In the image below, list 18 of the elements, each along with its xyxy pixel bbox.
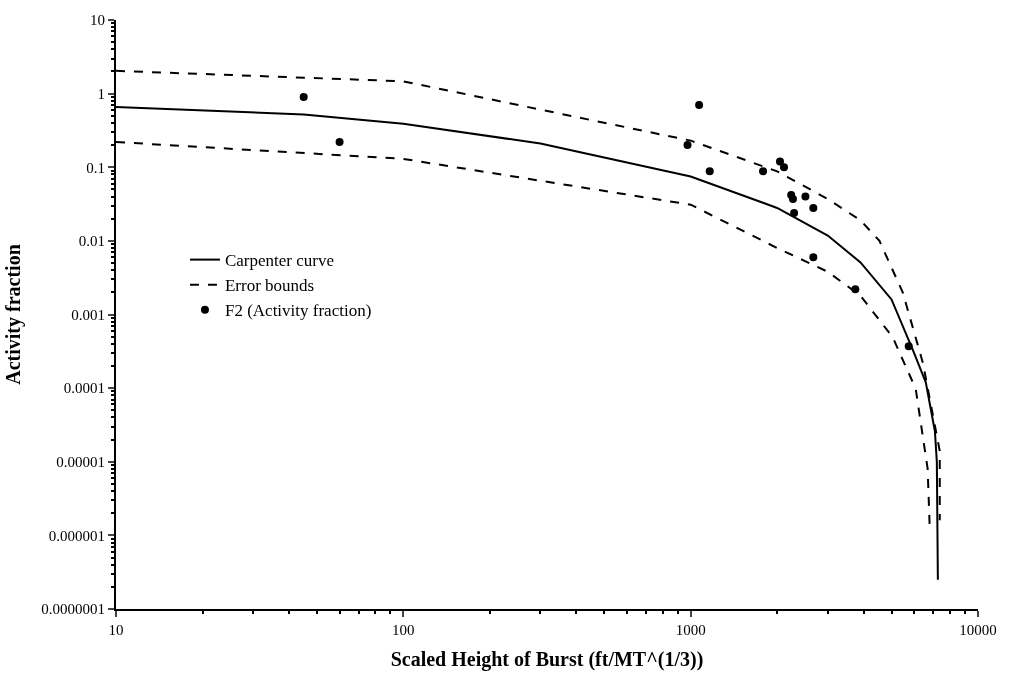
y-tick-label: 0.0001 xyxy=(63,380,105,397)
legend-label: Error bounds xyxy=(224,276,315,296)
x-tick-label: 10 xyxy=(108,622,124,638)
legend-label: Carpenter curve xyxy=(224,251,334,271)
y-axis-title: Activity fraction xyxy=(2,244,26,385)
x-tick-label: 10000 xyxy=(959,622,997,638)
x-tick-label: 100 xyxy=(392,622,415,638)
y-tick-label: 0.00001 xyxy=(56,454,105,470)
x-tick-label: 1000 xyxy=(675,622,706,638)
legend-label: F2 (Activity fraction) xyxy=(224,301,372,321)
y-tick-label: 0.1 xyxy=(86,159,105,176)
y-tick-label: 0.01 xyxy=(78,233,105,250)
x-axis-title: Scaled Height of Burst (ft/MT^(1/3)) xyxy=(390,648,704,671)
y-tick-label: 0.0000001 xyxy=(41,601,105,618)
y-tick-label: 0.000001 xyxy=(48,527,105,544)
y-tick-label: 0.001 xyxy=(71,306,105,323)
y-tick-label: 10 xyxy=(90,12,105,29)
y-tick-label: 1 xyxy=(97,85,105,102)
